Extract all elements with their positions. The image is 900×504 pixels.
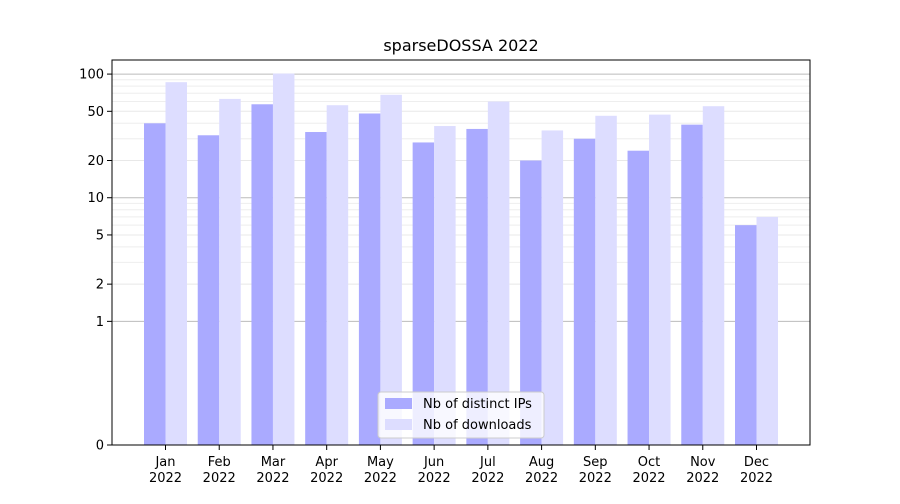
x-tick-label-year: 2022 <box>203 471 236 486</box>
bar-ips-sep <box>573 138 596 446</box>
bar-downloads-feb <box>219 98 241 445</box>
legend-swatch-downloads <box>385 419 412 430</box>
bar-ips-jun <box>412 142 435 445</box>
bars-group <box>144 73 778 446</box>
x-tick-label-month: Feb <box>208 455 231 470</box>
x-tick-label-year: 2022 <box>471 471 504 486</box>
bar-downloads-jun <box>434 126 456 445</box>
y-tick-label: 0 <box>96 439 104 454</box>
y-tick-label: 1 <box>96 315 104 330</box>
y-axis-ticks: 0 1 2 5 10 20 50 100 <box>79 68 112 454</box>
x-tick-label-year: 2022 <box>525 471 558 486</box>
x-tick-label-year: 2022 <box>364 471 397 486</box>
x-tick-label-month: Jun <box>423 455 444 470</box>
y-tick-label: 2 <box>96 278 104 293</box>
bar-downloads-apr <box>326 105 349 445</box>
bar-ips-jan <box>144 123 166 445</box>
bar-ips-oct <box>627 150 650 445</box>
bar-ips-aug <box>520 160 542 445</box>
y-tick-label: 20 <box>87 154 104 169</box>
bar-downloads-jan <box>165 82 187 446</box>
chart-title: sparseDOSSA 2022 <box>383 36 538 55</box>
x-tick-label-month: Aug <box>529 455 554 470</box>
bar-downloads-dec <box>756 216 778 445</box>
bar-downloads-mar <box>272 73 295 446</box>
x-tick-label-year: 2022 <box>632 471 665 486</box>
bar-ips-mar <box>251 104 273 445</box>
bar-downloads-nov <box>702 106 725 445</box>
x-tick-label-month: May <box>367 455 394 470</box>
x-tick-label-year: 2022 <box>686 471 719 486</box>
x-tick-label-year: 2022 <box>579 471 612 486</box>
bar-ips-apr <box>305 132 327 446</box>
x-tick-label-month: Sep <box>583 455 608 470</box>
x-tick-label-year: 2022 <box>256 471 289 486</box>
y-tick-label: 100 <box>79 68 104 83</box>
bar-downloads-jul <box>487 101 510 445</box>
bar-ips-nov <box>681 124 703 445</box>
bar-downloads-oct <box>649 114 671 445</box>
y-tick-label: 10 <box>87 191 104 206</box>
x-tick-label-month: Jul <box>479 455 496 470</box>
bar-ips-may <box>358 113 381 446</box>
legend-label-ips: Nb of distinct IPs <box>423 397 532 412</box>
bar-ips-feb <box>197 135 220 445</box>
x-tick-label-year: 2022 <box>149 471 182 486</box>
x-tick-label-month: Dec <box>744 455 769 470</box>
plot-frame <box>111 59 811 446</box>
legend-frame <box>377 391 545 439</box>
y-tick-label: 5 <box>96 228 104 243</box>
x-tick-label-month: Oct <box>638 455 660 470</box>
y-tick-label: 50 <box>87 105 104 120</box>
bar-ips-jul <box>466 128 488 445</box>
x-tick-label-year: 2022 <box>310 471 343 486</box>
x-tick-label-year: 2022 <box>740 471 773 486</box>
bar-downloads-sep <box>595 115 617 446</box>
bar-downloads-may <box>380 94 402 445</box>
bar-ips-dec <box>735 225 757 445</box>
x-axis-ticks: Jan2022Feb2022Mar2022Apr2022May2022Jun20… <box>149 445 773 486</box>
x-tick-label-month: Apr <box>315 455 338 470</box>
legend-label-downloads: Nb of downloads <box>423 418 532 433</box>
bar-downloads-aug <box>541 130 564 445</box>
x-tick-label-month: Nov <box>690 455 716 470</box>
x-tick-label-year: 2022 <box>418 471 451 486</box>
x-tick-label-month: Jan <box>154 455 175 470</box>
x-tick-label-month: Mar <box>261 455 286 470</box>
legend-swatch-ips <box>385 398 412 409</box>
legend: Nb of distinct IPs Nb of downloads <box>377 391 545 439</box>
